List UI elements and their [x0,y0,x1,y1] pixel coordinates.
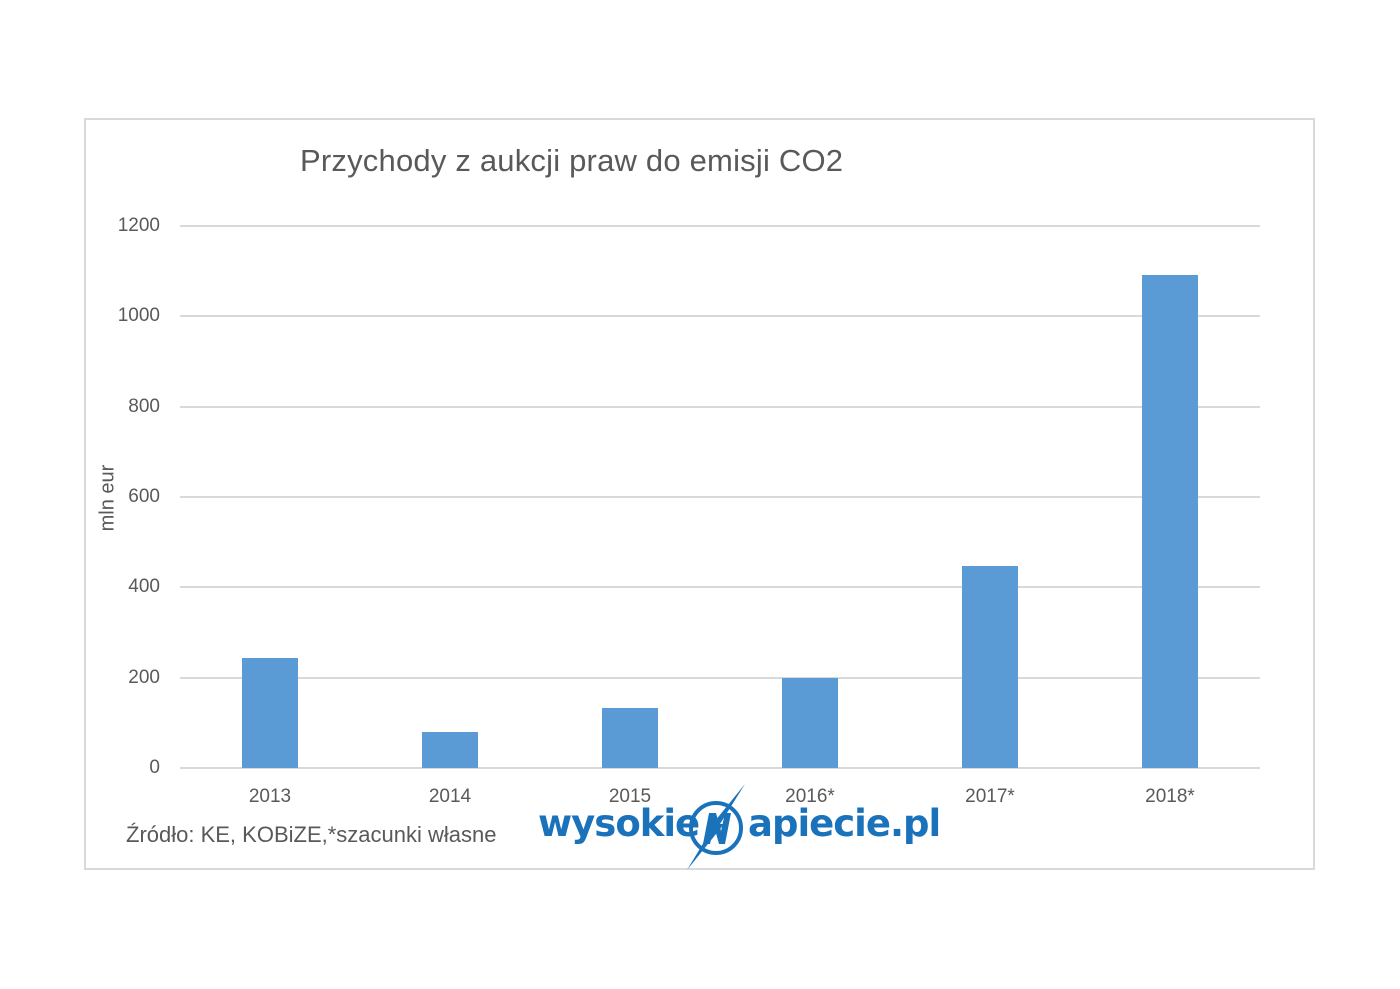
lightning-n-logo-icon [687,784,745,870]
bar-2018 [1142,274,1198,768]
logo-text-left: wysokie [538,802,700,845]
gridline [180,767,1260,769]
y-tick-label: 400 [128,576,160,598]
gridline [180,676,1260,679]
gridline [180,315,1260,318]
source-note: Źródło: KE, KOBiZE,*szacunki własne [126,822,497,847]
chart-title: Przychody z aukcji praw do emisji CO2 [300,143,844,178]
gridline [180,586,1260,589]
x-tick-label: 2014 [428,786,472,807]
plot-area [180,225,1260,769]
gridline [180,405,1260,408]
x-tick-label: 2013 [248,786,292,807]
y-tick-label: 200 [128,666,160,688]
y-tick-label: 1200 [117,215,160,236]
x-tick-label: 2017* [965,786,1015,807]
gridline [180,496,1260,498]
y-tick-label: 0 [149,757,160,778]
x-tick-label: 2018* [1145,786,1195,807]
bar-2017 [962,566,1018,768]
y-tick-label: 800 [128,395,160,417]
x-tick-label: 2016* [785,786,835,807]
x-tick-label: 2015 [608,786,652,807]
y-tick-label: 1000 [117,305,160,327]
bar-2016 [782,677,838,768]
bar-2013 [242,657,298,768]
y-tick-label: 600 [128,486,160,507]
bar-2014 [422,732,478,768]
bar-2015 [602,707,658,768]
logo-text-right: apiecie.pl [748,802,941,845]
gridline [180,225,1260,227]
